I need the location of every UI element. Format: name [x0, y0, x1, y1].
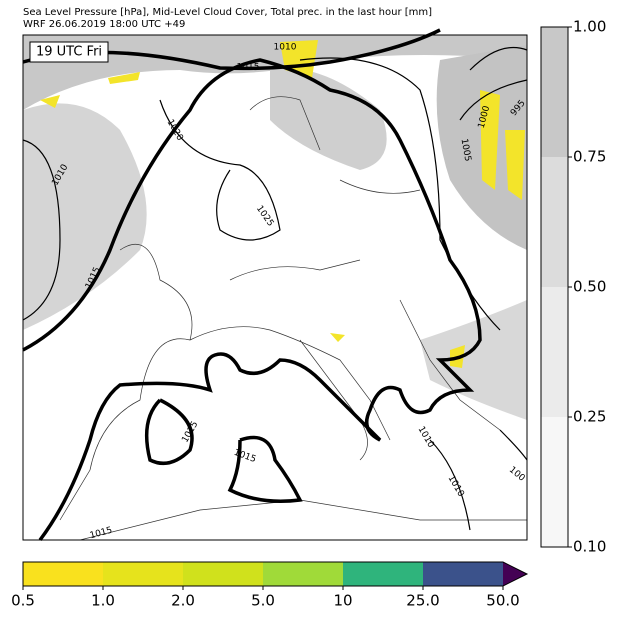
colorbar-tick-label: 0.10: [573, 538, 606, 556]
colorbar-segment: [343, 562, 423, 586]
cloud-area: [23, 103, 147, 330]
title-line: Sea Level Pressure [hPa], Mid-Level Clou…: [23, 7, 432, 18]
colorbar-tick-label: 0.50: [573, 278, 606, 296]
colorbar-tick-label: 1.0: [91, 592, 115, 610]
colorbar-tick-label: 10: [333, 592, 352, 610]
precip-area: [480, 90, 525, 200]
isobar-1015: [22, 58, 482, 542]
contour-label: 1015: [237, 63, 260, 73]
colorbar-segment: [183, 562, 263, 586]
time-label: 19 UTC Fri: [36, 45, 102, 60]
contour-label: 1010: [274, 43, 297, 53]
colorbar-segment: [23, 562, 103, 586]
colorbars: 0.10 0.25 0.50 0.75 1.00 0.5 1.0 2.0 5.0 10 25.0 50…: [11, 18, 606, 610]
colorbar-tick-label: 25.0: [406, 592, 439, 610]
colorbar-tick-label: 5.0: [251, 592, 275, 610]
colorbar-segment: [541, 27, 568, 157]
colorbar-frame: [22, 561, 529, 587]
colorbar-segment: [541, 287, 568, 417]
cloud-area: [420, 300, 527, 420]
isobar-thin: [22, 46, 528, 531]
map: 1010 1015 1020 1010 1025 1015 1000 995 1…: [22, 28, 528, 542]
time-box: [29, 41, 109, 63]
colorbar-tick-label: 2.0: [171, 592, 195, 610]
contour-label: 1005: [459, 138, 473, 162]
colorbar-segment: [541, 417, 568, 547]
colorbar-tick-label: 0.25: [573, 408, 606, 426]
subtitle-line: WRF 26.06.2019 18:00 UTC +49: [23, 19, 185, 30]
cloud-area: [270, 68, 387, 170]
colorbar-segment: [423, 562, 503, 586]
colorbar-segment: [541, 157, 568, 287]
colorbar-extension: [503, 562, 527, 586]
colorbar-segment: [263, 562, 343, 586]
colorbar-tick-label: 0.75: [573, 148, 606, 166]
colorbar-segment: [103, 562, 183, 586]
colorbar-tick-label: 0.5: [11, 592, 35, 610]
colorbar-tick-label: 50.0: [486, 592, 519, 610]
colorbar-tick-label: 1.00: [573, 18, 606, 36]
map-frame: [22, 34, 528, 541]
